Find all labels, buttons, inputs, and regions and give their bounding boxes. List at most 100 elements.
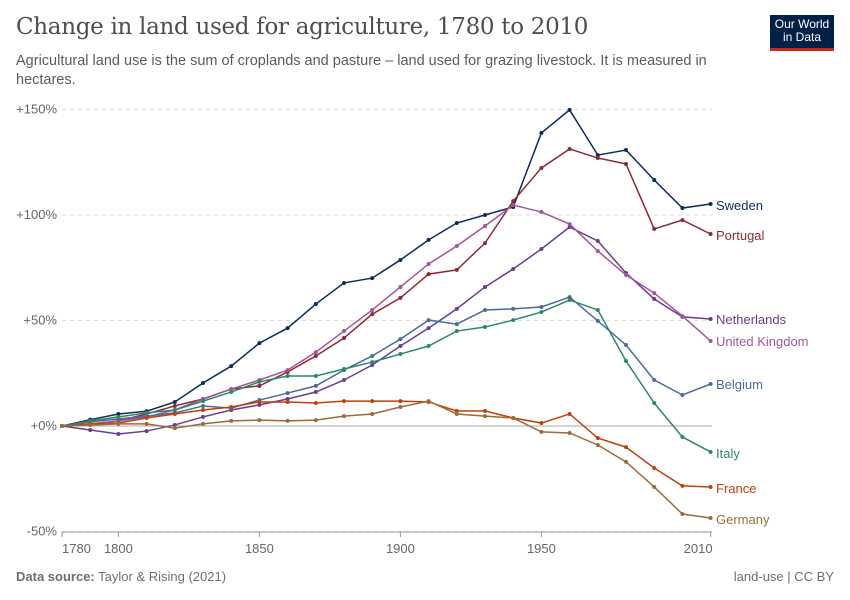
data-point xyxy=(201,380,205,385)
y-tick-label: +150% xyxy=(16,102,57,117)
data-point xyxy=(454,221,459,226)
data-point xyxy=(539,246,544,251)
data-point xyxy=(370,276,375,281)
data-point xyxy=(201,399,205,404)
data-point xyxy=(454,267,459,272)
license[interactable]: land-use | CC BY xyxy=(733,569,834,584)
data-point xyxy=(342,414,346,419)
series-label: Netherlands xyxy=(716,312,787,327)
series-germany: Germany xyxy=(60,399,770,527)
data-point xyxy=(539,210,544,215)
source-link[interactable]: Taylor & Rising (2021) xyxy=(98,569,227,584)
data-point xyxy=(172,426,177,431)
data-point xyxy=(652,378,657,383)
data-point xyxy=(511,306,516,311)
data-point xyxy=(426,237,431,242)
data-point xyxy=(257,341,262,346)
data-point xyxy=(201,403,205,408)
data-point xyxy=(483,414,487,419)
x-tick-label: 1900 xyxy=(386,541,415,556)
data-point xyxy=(680,314,685,319)
data-point xyxy=(398,399,403,404)
data-point xyxy=(88,428,93,433)
data-point xyxy=(116,432,121,437)
data-point xyxy=(624,342,628,347)
data-point xyxy=(595,436,600,441)
data-point xyxy=(511,318,516,323)
data-point xyxy=(708,231,713,236)
series-label: France xyxy=(716,481,756,496)
data-point xyxy=(426,399,431,404)
data-point xyxy=(144,429,149,434)
data-point xyxy=(567,295,572,300)
data-point xyxy=(680,206,685,211)
data-point xyxy=(116,411,121,416)
data-point xyxy=(88,418,93,423)
data-point xyxy=(652,484,657,489)
data-point xyxy=(144,421,149,426)
data-point xyxy=(229,418,234,423)
data-point xyxy=(483,284,487,289)
data-point xyxy=(567,222,572,227)
data-point xyxy=(567,107,572,112)
chart-subtitle: Agricultural land use is the sum of crop… xyxy=(16,53,707,88)
data-point xyxy=(454,322,459,327)
data-source: Data source: Taylor & Rising (2021) xyxy=(16,569,226,584)
series-line xyxy=(61,400,711,488)
series-label: Belgium xyxy=(716,377,763,392)
data-point xyxy=(342,280,346,285)
data-point xyxy=(313,390,318,395)
data-point xyxy=(595,307,600,312)
data-point xyxy=(285,399,290,404)
series-italy: Italy xyxy=(60,298,740,461)
data-point xyxy=(229,364,234,369)
series-label: Sweden xyxy=(716,198,763,213)
data-point xyxy=(285,418,290,423)
series-line xyxy=(61,400,711,519)
data-point xyxy=(257,383,262,388)
series-line xyxy=(61,296,711,427)
data-point xyxy=(172,411,177,416)
y-tick-label: +50% xyxy=(23,313,57,328)
data-point xyxy=(652,465,657,470)
series-line xyxy=(61,204,712,427)
x-tick-label: 1800 xyxy=(104,541,133,556)
data-point xyxy=(624,445,628,450)
series-label: United Kingdom xyxy=(716,334,809,349)
data-point xyxy=(624,459,628,464)
data-point xyxy=(539,165,544,170)
data-point xyxy=(539,421,544,426)
data-point xyxy=(229,390,234,395)
data-point xyxy=(313,350,318,355)
data-point xyxy=(483,213,487,217)
data-point xyxy=(257,402,262,407)
data-point xyxy=(680,218,685,223)
data-point xyxy=(595,156,600,161)
series-sweden: Sweden xyxy=(60,107,763,428)
data-point xyxy=(708,449,713,454)
data-point xyxy=(342,329,346,334)
data-point xyxy=(285,396,290,401)
data-point xyxy=(708,484,713,489)
data-point xyxy=(539,130,544,135)
data-point xyxy=(342,367,346,372)
data-point xyxy=(285,326,290,331)
data-point xyxy=(708,382,713,387)
data-point xyxy=(398,295,403,300)
data-point xyxy=(680,483,685,488)
data-point xyxy=(370,399,375,404)
series-line xyxy=(61,226,711,435)
data-point xyxy=(595,238,600,243)
data-point xyxy=(398,257,403,262)
data-point xyxy=(313,418,318,423)
data-point xyxy=(398,405,403,410)
data-point xyxy=(313,302,318,307)
y-tick-label: -50% xyxy=(27,524,58,539)
data-point xyxy=(398,337,403,342)
owid-logo[interactable]: Our World in Data xyxy=(770,15,834,51)
data-point xyxy=(201,407,205,412)
x-tick-label: 1780 xyxy=(62,541,91,556)
data-point xyxy=(313,401,318,406)
